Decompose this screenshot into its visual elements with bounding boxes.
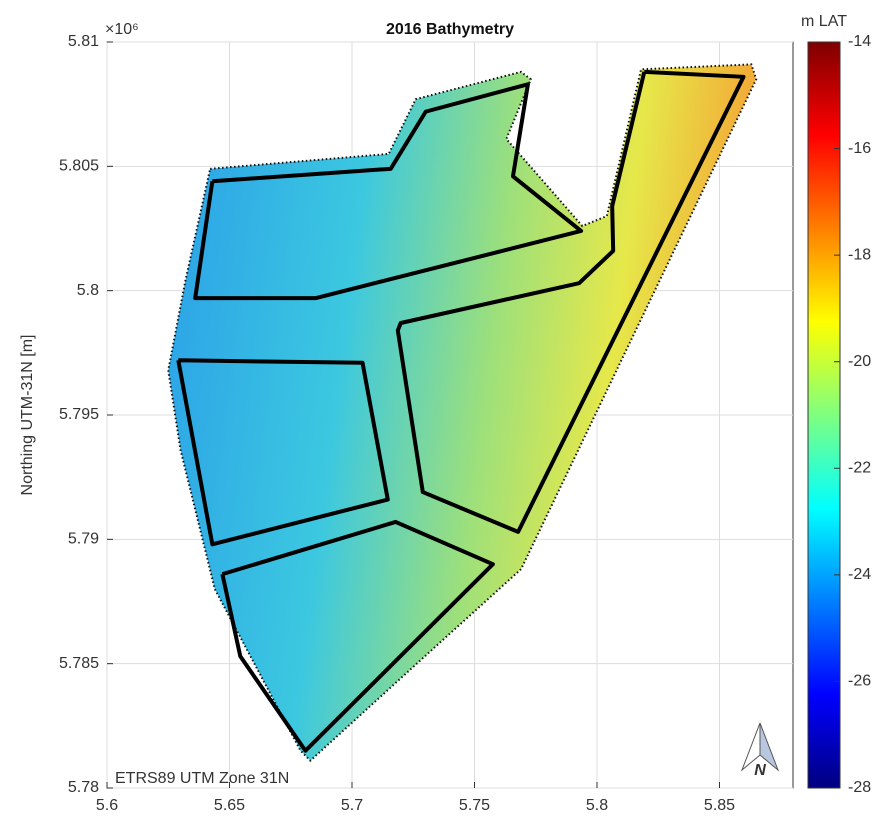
y-axis-label: Northing UTM-31N [m] (19, 335, 36, 496)
colorbar (808, 42, 840, 788)
x-tick-label: 5.75 (459, 797, 490, 814)
y-tick-label: 5.785 (59, 655, 99, 672)
y-tick-label: 5.79 (68, 531, 99, 548)
colorbar-tick-label: -18 (848, 246, 871, 263)
colorbar-tick-label: -28 (848, 779, 871, 796)
x-tick-label: 5.85 (704, 797, 735, 814)
colorbar-tick-label: -20 (848, 353, 871, 370)
colorbar-tick-label: -26 (848, 673, 871, 690)
y-tick-label: 5.795 (59, 406, 99, 423)
x-tick-label: 5.65 (214, 797, 245, 814)
north-label: N (754, 762, 766, 779)
y-tick-label: 5.805 (59, 158, 99, 175)
y-tick-label: 5.81 (68, 33, 99, 50)
chart: 2016 Bathymetry ×10⁶ Northing UTM-31N [m… (0, 0, 893, 821)
colorbar-tick-label: -24 (848, 566, 871, 583)
y-tick-label: 5.78 (68, 779, 99, 796)
colorbar-label: m LAT (801, 13, 847, 30)
x-tick-label: 5.7 (341, 797, 363, 814)
y-tick-label: 5.8 (77, 282, 99, 299)
colorbar-tick-label: -14 (848, 33, 871, 50)
crs-annotation: ETRS89 UTM Zone 31N (115, 770, 289, 787)
x-tick-label: 5.8 (586, 797, 608, 814)
exponent-label: ×10⁶ (105, 21, 139, 38)
colorbar-tick-label: -16 (848, 140, 871, 157)
colorbar-tick-label: -22 (848, 460, 871, 477)
x-tick-label: 5.6 (96, 797, 118, 814)
chart-title: 2016 Bathymetry (386, 21, 514, 38)
